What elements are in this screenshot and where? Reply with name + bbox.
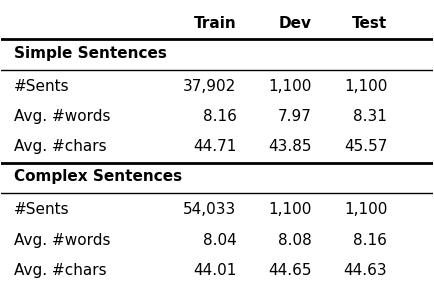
Text: 44.71: 44.71 xyxy=(193,139,237,154)
Text: #Sents: #Sents xyxy=(14,79,70,94)
Text: Avg. #chars: Avg. #chars xyxy=(14,263,107,278)
Text: Avg. #chars: Avg. #chars xyxy=(14,139,107,154)
Text: 8.31: 8.31 xyxy=(353,109,387,124)
Text: 43.85: 43.85 xyxy=(268,139,312,154)
Text: 8.04: 8.04 xyxy=(203,233,237,248)
Text: 54,033: 54,033 xyxy=(183,202,237,217)
Text: Avg. #words: Avg. #words xyxy=(14,109,111,124)
Text: Dev: Dev xyxy=(279,16,312,32)
Text: 8.16: 8.16 xyxy=(203,109,237,124)
Text: 8.16: 8.16 xyxy=(353,233,387,248)
Text: 45.57: 45.57 xyxy=(344,139,387,154)
Text: Simple Sentences: Simple Sentences xyxy=(14,46,167,61)
Text: 37,902: 37,902 xyxy=(183,79,237,94)
Text: Avg. #words: Avg. #words xyxy=(14,233,111,248)
Text: Complex Sentences: Complex Sentences xyxy=(14,169,182,184)
Text: 44.65: 44.65 xyxy=(268,263,312,278)
Text: 1,100: 1,100 xyxy=(269,79,312,94)
Text: 1,100: 1,100 xyxy=(269,202,312,217)
Text: 44.63: 44.63 xyxy=(344,263,387,278)
Text: 1,100: 1,100 xyxy=(344,202,387,217)
Text: 1,100: 1,100 xyxy=(344,79,387,94)
Text: 8.08: 8.08 xyxy=(278,233,312,248)
Text: 7.97: 7.97 xyxy=(278,109,312,124)
Text: #Sents: #Sents xyxy=(14,202,70,217)
Text: Train: Train xyxy=(194,16,237,32)
Text: 44.01: 44.01 xyxy=(193,263,237,278)
Text: Test: Test xyxy=(352,16,387,32)
